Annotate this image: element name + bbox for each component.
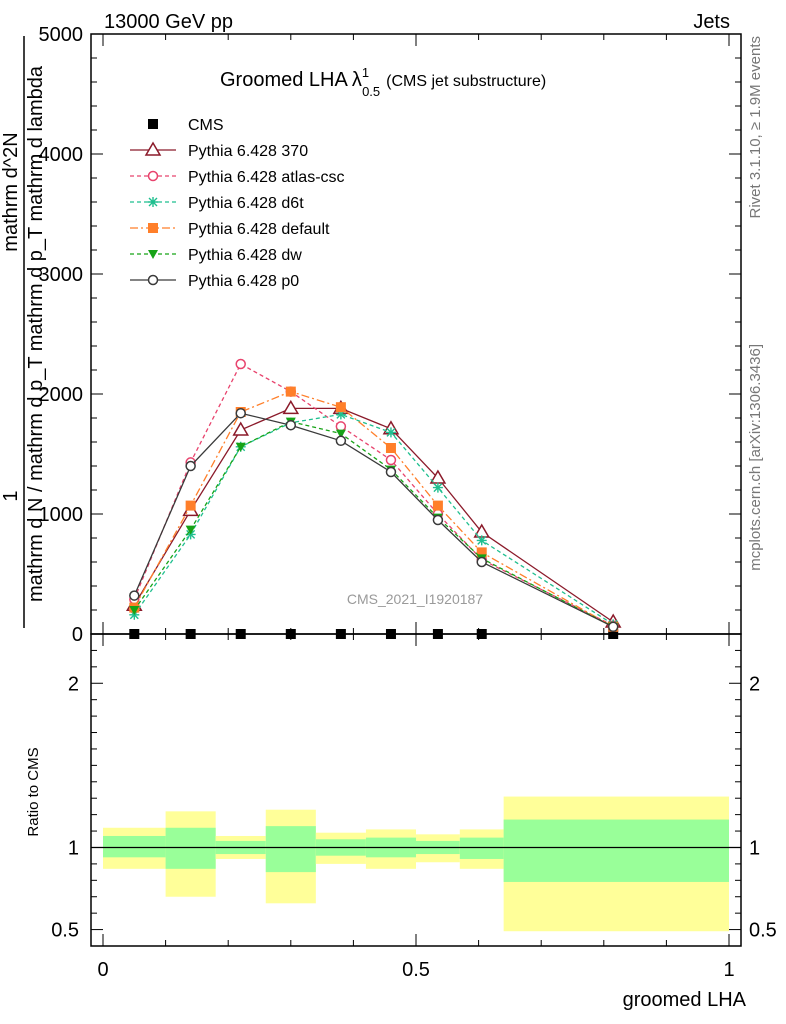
ratio-y-tick-label: 2 — [68, 673, 79, 695]
ratio-y-tick-label-right: 2 — [749, 673, 760, 695]
data-point — [285, 386, 296, 397]
data-point — [432, 500, 443, 511]
data-point — [129, 606, 140, 615]
title-symbol: λ — [352, 69, 362, 91]
y-tick-label: 4000 — [39, 144, 84, 166]
title-sub: 0.5 — [362, 84, 380, 99]
x-tick-label: 1 — [723, 959, 734, 981]
data-point — [476, 535, 487, 546]
legend-marker — [147, 170, 159, 182]
legend-label: Pythia 6.428 dw — [188, 247, 302, 264]
title-sup: 1 — [362, 65, 369, 80]
legend-marker — [148, 119, 158, 129]
legend-item: Pythia 6.428 default — [130, 221, 330, 238]
legend-marker — [147, 274, 159, 286]
legend-item: Pythia 6.428 p0 — [130, 273, 299, 290]
legend-item: Pythia 6.428 d6t — [130, 195, 304, 212]
mcplots-label: mcplots.cern.ch [arXiv:1306.3436] — [747, 344, 764, 571]
y-tick-label: 3000 — [39, 264, 84, 286]
ratio-y-tick-label-right: 1 — [749, 837, 760, 859]
data-point — [335, 435, 347, 447]
data-point — [432, 482, 443, 493]
legend-label: Pythia 6.428 d6t — [188, 195, 304, 212]
legend-label: Pythia 6.428 p0 — [188, 273, 299, 290]
data-point — [185, 525, 196, 535]
energy-label: 13000 GeV pp — [104, 11, 233, 33]
x-axis-label: groomed LHA — [623, 989, 747, 1011]
legend-label: Pythia 6.428 370 — [188, 143, 308, 160]
series-6 — [129, 407, 619, 633]
data-point — [185, 460, 196, 472]
ratio-y-tick-label: 1 — [68, 837, 79, 859]
data-point — [432, 514, 444, 526]
legend: CMS Pythia 6.428 370 Pythia 6.428 atlas-cs… — [130, 117, 345, 290]
ratio-y-label: Ratio to CMS — [25, 747, 42, 836]
series-line — [133, 413, 614, 625]
ratio-stat-band — [103, 835, 166, 858]
ratio-stat-band — [459, 837, 504, 859]
y-axis-label: 1 mathrm d N / mathrm d p_T mathrm d p_T… — [0, 36, 47, 628]
data-point — [129, 590, 140, 601]
y-label-numerator: 1 — [0, 490, 22, 501]
legend-item: Pythia 6.428 atlas-csc — [130, 169, 345, 186]
main-series-layer — [125, 358, 622, 639]
rivet-label: Rivet 3.1.10, ≥ 1.9M events — [747, 36, 764, 219]
y-tick-label: 5000 — [39, 24, 84, 46]
x-tick-label: 0 — [97, 959, 108, 981]
data-point — [385, 454, 397, 466]
legend-label: Pythia 6.428 atlas-csc — [188, 169, 345, 186]
y-tick-label: 1000 — [39, 504, 84, 526]
data-point — [185, 500, 196, 511]
title-suffix: (CMS jet substructure) — [386, 73, 546, 90]
y-label-top: mathrm d^2N — [0, 132, 22, 251]
y-tick-label: 2000 — [39, 384, 84, 406]
y-tick-label: 0 — [72, 624, 83, 646]
data-point — [285, 419, 297, 431]
data-point — [235, 407, 246, 419]
x-tick-label: 0.5 — [402, 959, 430, 981]
data-point — [235, 358, 246, 370]
legend-item: CMS — [148, 117, 224, 134]
legend-marker — [148, 250, 158, 259]
data-point — [476, 556, 487, 568]
ratio-axis-ticks: 0.5 0.5 1 1 2 2 0 0.5 1 — [51, 634, 777, 981]
title-main: Groomed LHA — [220, 69, 348, 91]
series-line — [133, 390, 614, 628]
data-point — [232, 421, 250, 436]
data-point — [335, 421, 347, 432]
data-point — [385, 427, 396, 438]
data-point — [335, 409, 346, 420]
data-point — [282, 399, 300, 415]
data-point — [476, 547, 487, 558]
legend-label: CMS — [188, 117, 224, 134]
ratio-y-tick-label-right: 0.5 — [749, 920, 777, 942]
plot-title: Groomed LHA λ1 0.5 (CMS jet substructure) — [220, 65, 546, 99]
ratio-bands-layer — [103, 796, 729, 932]
ratio-plot: 0.5 0.5 1 1 2 2 0 0.5 1 Ratio to CMS groomed LHA — [25, 633, 777, 1011]
series-line — [133, 363, 614, 627]
ratio-stat-band — [503, 819, 729, 882]
legend-marker — [144, 141, 162, 156]
legend-marker — [148, 197, 158, 207]
ratio-y-tick-label: 0.5 — [51, 920, 79, 942]
legend-marker — [148, 223, 158, 233]
process-label: Jets — [693, 11, 730, 33]
legend-label: Pythia 6.428 default — [188, 221, 330, 238]
analysis-label: CMS_2021_I1920187 — [347, 591, 483, 607]
data-point — [607, 621, 619, 633]
data-point — [235, 442, 246, 452]
data-point — [335, 402, 346, 413]
ratio-stat-band — [265, 826, 316, 873]
legend-item: Pythia 6.428 dw — [130, 247, 302, 264]
data-point — [385, 466, 397, 478]
y-label-denominator: mathrm d N / mathrm d p_T mathrm d p_T m… — [25, 65, 47, 602]
data-point — [385, 443, 396, 453]
legend-item: Pythia 6.428 370 — [130, 141, 308, 160]
ratio-stat-band — [165, 827, 216, 869]
series-2 — [129, 358, 619, 631]
data-point — [335, 429, 346, 439]
main-axis-ticks: 0 1000 2000 3000 4000 5000 — [39, 24, 741, 646]
